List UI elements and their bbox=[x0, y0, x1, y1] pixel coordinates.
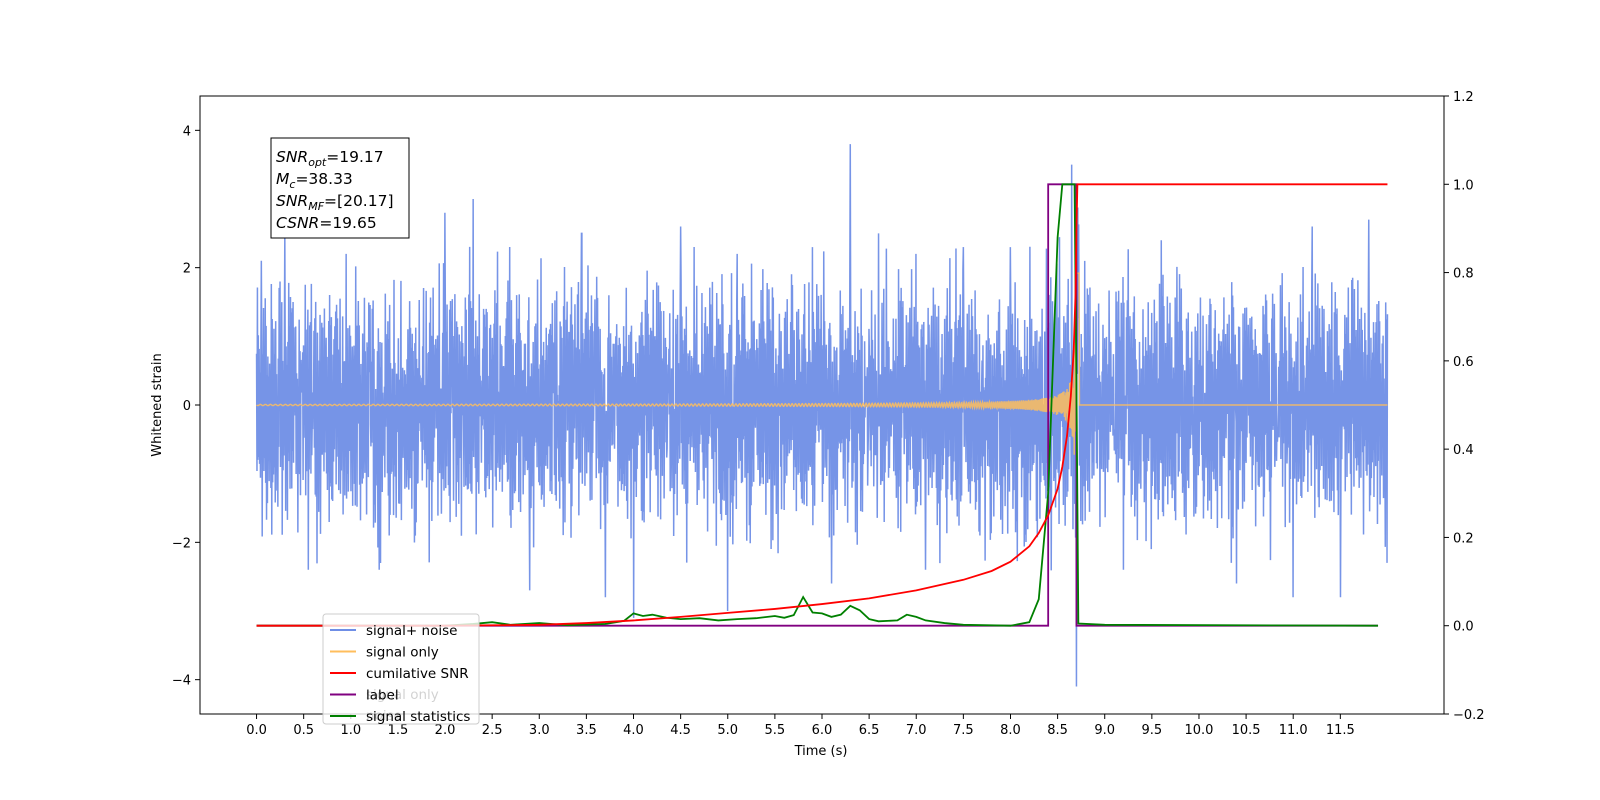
annotation-symbol: SNR bbox=[276, 192, 308, 210]
annotation-value: =19.17 bbox=[326, 148, 383, 166]
legend-entry-label: label bbox=[366, 688, 399, 704]
x-tick-label: 7.5 bbox=[953, 723, 974, 738]
annotation-subscript: c bbox=[289, 178, 295, 191]
x-tick-label: 11.5 bbox=[1326, 723, 1355, 738]
y-left-tick-label: 4 bbox=[183, 124, 191, 139]
x-tick-label: 9.0 bbox=[1094, 723, 1115, 738]
metrics-annotation-box: SNRopt=19.17Mc=38.33SNRMF=[20.17]CSNR=19… bbox=[270, 137, 410, 239]
x-tick-label: 3.5 bbox=[576, 723, 597, 738]
annotation-frame bbox=[270, 137, 410, 239]
annotation-value: =38.33 bbox=[295, 170, 352, 188]
series-signal-only-line bbox=[256, 272, 1388, 455]
x-tick-label: 6.0 bbox=[812, 723, 833, 738]
legend-residue-text: noise bbox=[366, 708, 402, 724]
x-tick-label: 8.0 bbox=[1000, 723, 1021, 738]
y-left-tick-label: 2 bbox=[183, 262, 191, 277]
x-tick-label: 10.5 bbox=[1232, 723, 1261, 738]
x-tick-label: 4.5 bbox=[670, 723, 691, 738]
annotation-symbol: SNR bbox=[276, 148, 308, 166]
x-tick-label: 10.0 bbox=[1184, 723, 1213, 738]
x-tick-label: 0.0 bbox=[246, 723, 267, 738]
series-signal-statistics-line bbox=[256, 183, 1379, 627]
series-signal-noise-line bbox=[255, 144, 1389, 687]
x-tick-label: 9.5 bbox=[1142, 723, 1163, 738]
x-axis-label: Time (s) bbox=[794, 744, 848, 759]
legend: signal+ noise signal only cumilative SNR la… bbox=[322, 613, 480, 725]
annotation-line: SNRopt=19.17 bbox=[276, 148, 384, 169]
legend-frame bbox=[322, 613, 480, 725]
y-right-tick-label: 1.2 bbox=[1453, 90, 1474, 105]
y-right-tick-label: 0.4 bbox=[1453, 443, 1474, 458]
y-right-tick-label: 0.2 bbox=[1453, 531, 1474, 546]
x-tick-label: 5.5 bbox=[765, 723, 786, 738]
x-tick-label: 6.5 bbox=[859, 723, 880, 738]
x-tick-label: 7.0 bbox=[906, 723, 927, 738]
legend-entry-label: signal+ noise bbox=[366, 623, 457, 639]
x-tick-label: 11.0 bbox=[1279, 723, 1308, 738]
y-left-tick-label: −4 bbox=[172, 674, 191, 689]
x-tick-label: 0.5 bbox=[293, 723, 314, 738]
x-tick-label: 1.0 bbox=[340, 723, 361, 738]
y-right-axis-ticks: −0.2 0.0 0.2 0.4 0.6 0.8 1.0 1.2 bbox=[1444, 90, 1485, 723]
annotation-subscript: MF bbox=[308, 200, 324, 213]
annotation-value: =[20.17] bbox=[324, 192, 393, 210]
y-right-tick-label: 0.0 bbox=[1453, 620, 1474, 635]
annotation-subscript: opt bbox=[308, 156, 327, 169]
annotation-symbol: CSNR bbox=[276, 214, 319, 232]
y-left-tick-label: 0 bbox=[183, 399, 191, 414]
x-tick-label: 2.0 bbox=[435, 723, 456, 738]
y-right-tick-label: 0.8 bbox=[1453, 267, 1474, 282]
x-tick-label: 4.0 bbox=[623, 723, 644, 738]
legend-entry-label: cumilative SNR bbox=[366, 666, 469, 682]
legend-entry-label: signal only bbox=[366, 645, 439, 661]
y-left-axis-ticks: −4 −2 0 2 4 bbox=[172, 124, 200, 689]
x-tick-label: 8.5 bbox=[1047, 723, 1068, 738]
annotation-symbol: M bbox=[276, 170, 289, 188]
legend-entry-label: signal statistics bbox=[366, 709, 470, 725]
y-left-tick-label: −2 bbox=[172, 536, 191, 551]
legend-residue-text: signal only bbox=[366, 687, 439, 703]
annotation-value: =19.65 bbox=[319, 214, 376, 232]
annotation-line: Mc=38.33 bbox=[276, 170, 353, 191]
x-tick-label: 3.0 bbox=[529, 723, 550, 738]
y-right-tick-label: 1.0 bbox=[1453, 178, 1474, 193]
y-left-axis-label: Whitened strain bbox=[150, 353, 165, 456]
x-axis-ticks: 0.0 0.5 1.0 1.5 2.0 2.5 3.0 3.5 4.0 4.5 5.0 5.5 6.0 6… bbox=[246, 714, 1355, 738]
x-tick-label: 5.0 bbox=[717, 723, 738, 738]
x-tick-label: 2.5 bbox=[482, 723, 503, 738]
y-right-tick-label: −0.2 bbox=[1453, 708, 1485, 723]
annotation-line: CSNR=19.65 bbox=[276, 214, 377, 232]
x-tick-label: 1.5 bbox=[388, 723, 409, 738]
y-right-tick-label: 0.6 bbox=[1453, 355, 1474, 370]
annotation-line: SNRMF=[20.17] bbox=[276, 192, 394, 213]
series-cumulative-snr-line bbox=[256, 183, 1388, 627]
series-layer bbox=[255, 144, 1389, 687]
